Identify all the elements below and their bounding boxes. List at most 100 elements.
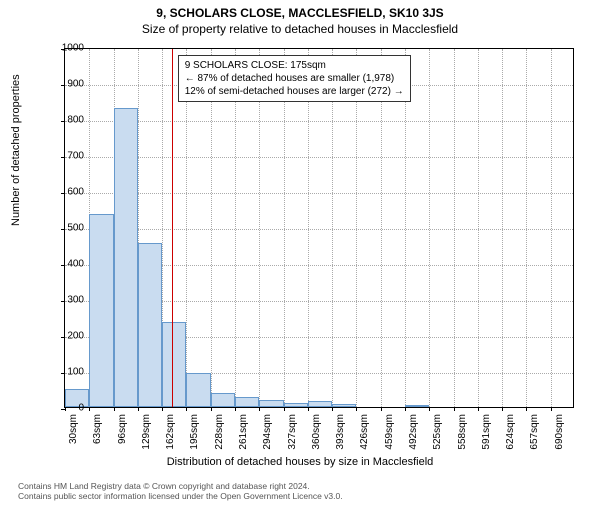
x-tick-label: 657sqm: [529, 414, 540, 454]
footer-attribution: Contains HM Land Registry data © Crown c…: [18, 481, 343, 502]
gridline-v: [526, 49, 527, 407]
footer-line-2: Contains public sector information licen…: [18, 491, 343, 502]
y-tick-label: 900: [67, 79, 84, 90]
x-tick-label: 63sqm: [92, 414, 103, 454]
x-tick-label: 228sqm: [214, 414, 225, 454]
x-tick: [356, 407, 357, 411]
x-tick: [308, 407, 309, 411]
x-tick-label: 393sqm: [335, 414, 346, 454]
x-tick: [429, 407, 430, 411]
x-tick: [526, 407, 527, 411]
gridline-v: [259, 49, 260, 407]
histogram-bar: [211, 393, 235, 407]
x-tick-label: 129sqm: [141, 414, 152, 454]
y-tick: [61, 157, 65, 158]
annotation-box: 9 SCHOLARS CLOSE: 175sqm← 87% of detache…: [178, 55, 411, 102]
y-tick-label: 0: [78, 403, 84, 414]
y-tick: [61, 193, 65, 194]
gridline-v: [211, 49, 212, 407]
x-tick: [259, 407, 260, 411]
x-tick-label: 459sqm: [384, 414, 395, 454]
footer-line-1: Contains HM Land Registry data © Crown c…: [18, 481, 343, 492]
y-tick: [61, 301, 65, 302]
y-tick-label: 400: [67, 259, 84, 270]
histogram-bar: [332, 404, 356, 407]
x-tick: [502, 407, 503, 411]
y-tick-label: 200: [67, 331, 84, 342]
gridline-v: [478, 49, 479, 407]
gridline-v: [502, 49, 503, 407]
x-tick: [405, 407, 406, 411]
x-tick: [211, 407, 212, 411]
y-tick-label: 100: [67, 367, 84, 378]
histogram-bar: [259, 400, 283, 407]
y-tick-label: 300: [67, 295, 84, 306]
y-tick-label: 700: [67, 151, 84, 162]
gridline-v: [235, 49, 236, 407]
histogram-bar: [65, 389, 89, 407]
y-tick-label: 500: [67, 223, 84, 234]
histogram-bar: [405, 405, 429, 407]
gridline-v: [284, 49, 285, 407]
x-tick-label: 294sqm: [262, 414, 273, 454]
x-tick: [138, 407, 139, 411]
y-tick-label: 600: [67, 187, 84, 198]
histogram-bar: [138, 243, 162, 407]
property-marker-line: [172, 49, 173, 407]
y-axis-label: Number of detached properties: [10, 74, 22, 226]
x-tick: [114, 407, 115, 411]
gridline-v: [454, 49, 455, 407]
gridline-h: [65, 157, 573, 158]
gridline-h: [65, 193, 573, 194]
x-tick-label: 624sqm: [505, 414, 516, 454]
gridline-v: [551, 49, 552, 407]
x-tick: [284, 407, 285, 411]
annotation-line-3: 12% of semi-detached houses are larger (…: [185, 85, 404, 98]
y-tick: [61, 85, 65, 86]
x-tick-label: 162sqm: [165, 414, 176, 454]
x-tick: [186, 407, 187, 411]
x-tick-label: 426sqm: [359, 414, 370, 454]
x-tick-label: 360sqm: [311, 414, 322, 454]
gridline-v: [186, 49, 187, 407]
annotation-line-2: ← 87% of detached houses are smaller (1,…: [185, 72, 404, 85]
histogram-bar: [308, 401, 332, 407]
histogram-bar: [114, 108, 138, 407]
y-tick: [61, 229, 65, 230]
annotation-line-1: 9 SCHOLARS CLOSE: 175sqm: [185, 59, 404, 72]
histogram-bar: [162, 322, 186, 407]
y-tick: [61, 265, 65, 266]
x-tick-label: 96sqm: [117, 414, 128, 454]
histogram-bar: [186, 373, 210, 407]
x-tick: [478, 407, 479, 411]
gridline-v: [356, 49, 357, 407]
x-tick-label: 525sqm: [432, 414, 443, 454]
gridline-v: [332, 49, 333, 407]
histogram-bar: [235, 397, 259, 407]
gridline-v: [429, 49, 430, 407]
gridline-h: [65, 229, 573, 230]
x-tick: [235, 407, 236, 411]
gridline-h: [65, 121, 573, 122]
x-tick-label: 195sqm: [189, 414, 200, 454]
x-axis-label: Distribution of detached houses by size …: [0, 456, 600, 468]
y-tick: [61, 373, 65, 374]
x-tick-label: 591sqm: [481, 414, 492, 454]
x-tick-label: 558sqm: [457, 414, 468, 454]
x-tick: [551, 407, 552, 411]
y-tick-label: 800: [67, 115, 84, 126]
x-tick-label: 30sqm: [68, 414, 79, 454]
page-subtitle: Size of property relative to detached ho…: [0, 22, 600, 36]
x-tick-label: 327sqm: [287, 414, 298, 454]
plot-area: 9 SCHOLARS CLOSE: 175sqm← 87% of detache…: [64, 48, 574, 408]
y-tick-label: 1000: [62, 43, 84, 54]
histogram-chart: 9 SCHOLARS CLOSE: 175sqm← 87% of detache…: [64, 48, 574, 408]
x-tick: [89, 407, 90, 411]
x-tick: [162, 407, 163, 411]
x-tick: [65, 407, 66, 411]
x-tick-label: 492sqm: [408, 414, 419, 454]
x-tick-label: 261sqm: [238, 414, 249, 454]
gridline-v: [405, 49, 406, 407]
x-tick-label: 690sqm: [554, 414, 565, 454]
page-title: 9, SCHOLARS CLOSE, MACCLESFIELD, SK10 3J…: [0, 6, 600, 20]
